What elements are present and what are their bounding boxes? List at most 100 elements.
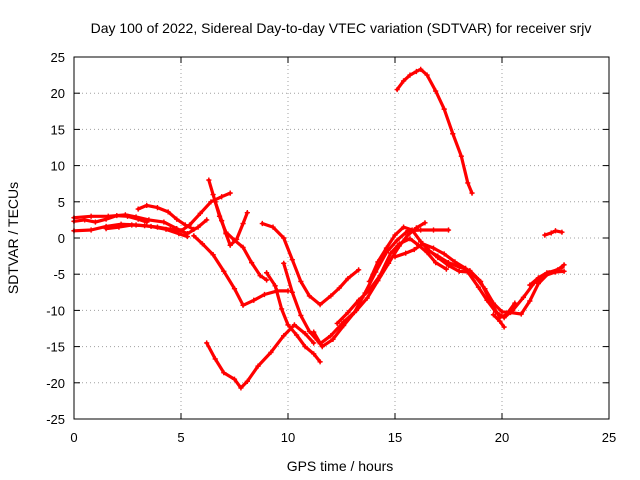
data-point xyxy=(206,177,212,183)
data-point xyxy=(356,267,362,273)
x-tick-label: 0 xyxy=(70,430,77,445)
series-line xyxy=(192,234,290,307)
data-point xyxy=(82,217,88,223)
data-point xyxy=(445,227,452,233)
data-point xyxy=(174,216,180,222)
data-point xyxy=(409,227,415,233)
y-axis-label: SDTVAR / TECUs xyxy=(5,182,21,294)
data-point xyxy=(501,324,507,330)
data-point xyxy=(317,359,323,365)
data-point xyxy=(422,220,428,226)
data-point xyxy=(212,199,218,205)
data-point xyxy=(499,309,505,315)
series-arc-9 xyxy=(204,322,317,391)
data-point xyxy=(345,275,351,282)
data-point xyxy=(195,224,201,230)
data-point xyxy=(366,278,372,285)
y-tick-label: 5 xyxy=(58,195,65,210)
data-point xyxy=(251,297,257,303)
data-point xyxy=(418,66,424,72)
data-point xyxy=(182,222,188,228)
series-arc-18 xyxy=(527,262,567,288)
series-arc-13 xyxy=(311,227,452,350)
y-tick-label: -25 xyxy=(46,412,65,427)
data-point xyxy=(191,233,197,239)
data-point xyxy=(103,216,109,222)
data-point xyxy=(135,206,141,212)
data-point xyxy=(272,283,278,289)
data-point xyxy=(227,190,233,196)
data-point xyxy=(441,251,447,257)
data-point xyxy=(420,241,426,247)
data-point xyxy=(400,78,407,84)
data-point xyxy=(88,213,94,219)
data-point xyxy=(341,323,347,329)
data-point xyxy=(249,260,255,266)
series-arc-20 xyxy=(542,228,565,238)
data-point xyxy=(435,254,441,261)
data-point xyxy=(270,224,276,230)
data-point xyxy=(433,260,439,266)
data-point xyxy=(255,363,261,369)
data-point xyxy=(244,210,250,216)
data-point xyxy=(366,287,372,293)
data-point xyxy=(450,131,456,137)
data-point xyxy=(285,288,291,294)
data-point xyxy=(520,294,526,300)
x-tick-label: 25 xyxy=(602,430,616,445)
data-point xyxy=(527,282,533,288)
data-point xyxy=(328,293,334,299)
data-point xyxy=(512,300,518,306)
data-point xyxy=(210,252,216,258)
data-point xyxy=(544,270,550,276)
data-point xyxy=(291,322,298,328)
data-point xyxy=(197,210,203,216)
data-point xyxy=(383,245,390,251)
y-tick-label: 10 xyxy=(51,159,65,174)
data-point xyxy=(124,213,131,219)
data-point xyxy=(424,246,430,252)
data-point xyxy=(231,286,238,292)
data-point xyxy=(244,378,250,384)
data-point xyxy=(285,322,291,328)
data-point xyxy=(518,311,524,317)
data-point xyxy=(88,227,94,233)
data-point xyxy=(392,232,398,238)
data-point xyxy=(548,230,554,236)
data-point xyxy=(458,153,464,159)
data-point xyxy=(407,72,413,78)
data-point xyxy=(231,376,238,382)
data-point xyxy=(191,226,197,232)
data-point xyxy=(492,309,499,315)
data-point xyxy=(463,265,469,272)
data-point xyxy=(377,273,383,279)
y-tick-label: 25 xyxy=(51,50,65,65)
series-arc-10 xyxy=(264,270,323,365)
data-point xyxy=(433,88,439,94)
data-point xyxy=(219,194,225,200)
data-point xyxy=(114,212,120,219)
data-point xyxy=(527,298,533,304)
data-point xyxy=(328,333,334,339)
data-point xyxy=(317,302,323,308)
data-point xyxy=(135,216,141,222)
data-point xyxy=(154,224,161,230)
x-axis-label: GPS time / hours xyxy=(287,458,394,474)
data-point xyxy=(144,219,150,225)
data-point xyxy=(490,312,497,318)
y-tick-label: -10 xyxy=(46,303,65,318)
data-point xyxy=(482,286,488,292)
data-point xyxy=(240,302,246,308)
data-point xyxy=(475,284,482,290)
data-point xyxy=(501,315,507,321)
data-point xyxy=(535,275,541,281)
data-point xyxy=(212,356,218,362)
data-point xyxy=(240,220,246,227)
data-point xyxy=(430,245,437,251)
x-tick-label: 20 xyxy=(495,430,509,445)
series-arc-3 xyxy=(71,212,150,225)
chart-title: Day 100 of 2022, Sidereal Day-to-day VTE… xyxy=(91,20,592,36)
data-point xyxy=(281,235,287,241)
x-tick-label: 5 xyxy=(177,430,184,445)
